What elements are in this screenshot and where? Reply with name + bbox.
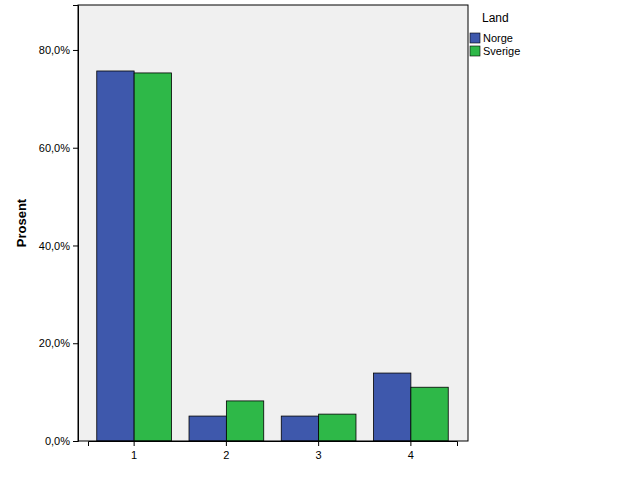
chart: 0,0% 20,0% 40,0% 60,0% 80,0% 1 2 3 4 Prosent Land N…: [0, 0, 626, 501]
legend-label: Norge: [483, 32, 513, 44]
legend-swatch: [470, 33, 480, 43]
x-tick: 2: [223, 441, 229, 461]
legend: Land NorgeSverige: [470, 11, 520, 57]
plot-frame: [78, 5, 468, 441]
bar: [97, 71, 134, 441]
legend-label: Sverige: [483, 45, 520, 57]
bar: [134, 73, 171, 441]
y-tick-mark: [73, 148, 78, 149]
plot-background: [78, 5, 468, 441]
y-tick-mark: [73, 245, 78, 246]
legend-title: Land: [482, 11, 509, 25]
y-tick-label: 40,0%: [39, 240, 70, 252]
bar: [374, 373, 411, 441]
x-tick-mark: [318, 441, 319, 446]
bar: [411, 387, 448, 441]
y-tick: 40,0%: [39, 240, 78, 252]
y-tick-mark: [73, 343, 78, 344]
y-axis: 0,0% 20,0% 40,0% 60,0% 80,0%: [39, 6, 79, 448]
bar: [226, 401, 263, 441]
x-axis: 1 2 3 4: [89, 441, 458, 461]
bar: [319, 414, 356, 441]
x-tick-label: 2: [223, 449, 229, 461]
y-tick-mark: [73, 50, 78, 51]
x-tick-label: 4: [408, 449, 414, 461]
y-axis-line: [73, 6, 79, 442]
x-tick: 4: [408, 441, 414, 461]
bar: [189, 416, 226, 441]
y-tick-mark: [73, 441, 78, 442]
y-tick: 0,0%: [45, 435, 78, 447]
x-tick-label: 3: [316, 449, 322, 461]
bars: [97, 71, 448, 441]
x-tick-mark: [226, 441, 227, 446]
y-tick-label: 80,0%: [39, 44, 70, 56]
legend-swatch: [470, 46, 480, 56]
x-axis-line: [89, 442, 458, 447]
x-tick: 3: [316, 441, 322, 461]
x-tick-mark: [134, 441, 135, 446]
bar: [281, 416, 318, 441]
y-tick: 80,0%: [39, 44, 78, 56]
x-tick: 1: [131, 441, 137, 461]
x-tick-label: 1: [131, 449, 137, 461]
y-tick-label: 20,0%: [39, 337, 70, 349]
y-tick: 20,0%: [39, 337, 78, 349]
y-axis-title: Prosent: [14, 198, 29, 247]
y-tick: 60,0%: [39, 142, 78, 154]
y-tick-label: 0,0%: [45, 435, 70, 447]
x-tick-mark: [410, 441, 411, 446]
y-tick-label: 60,0%: [39, 142, 70, 154]
